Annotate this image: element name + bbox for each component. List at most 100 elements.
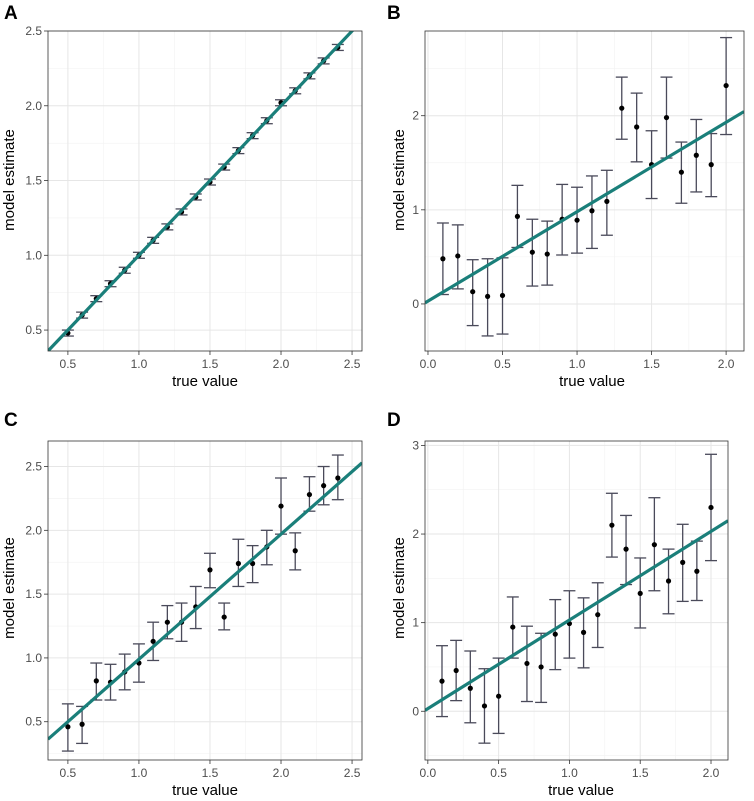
panel-c-y-tick-label: 1.0 bbox=[25, 651, 42, 665]
panel-a-x-tick-label: 1.5 bbox=[202, 357, 219, 371]
panel-d-data-point bbox=[524, 660, 530, 667]
panel-b-x-tick-label: 0.0 bbox=[420, 357, 437, 371]
panel-d-data-point bbox=[665, 578, 672, 584]
panel-d-data-point bbox=[538, 664, 544, 670]
panel-c-data-point bbox=[207, 567, 213, 573]
panel-d-data-point bbox=[481, 703, 488, 709]
panel-b-y-axis-title: model estimate bbox=[391, 129, 408, 231]
panel-a: A 0.5 1.0 1.5 2.0 2.5 0.5 1.0 1.5 2.0 2.5 true va… bbox=[1, 3, 363, 390]
panel-c-y-axis-title: model estimate bbox=[1, 537, 18, 639]
panel-c-y-tick-label: 2.0 bbox=[25, 523, 42, 537]
panel-c-x-axis-title: true value bbox=[172, 782, 238, 799]
panel-c-y-tick-label: 1.5 bbox=[25, 587, 42, 601]
panel-d-data-point bbox=[637, 590, 643, 597]
panel-d-data-point bbox=[580, 629, 587, 636]
panel-c-data-point bbox=[65, 724, 71, 730]
panel-c-x-tick-label: 0.5 bbox=[60, 766, 77, 780]
panel-a-y-tick-label: 0.5 bbox=[25, 323, 42, 337]
panel-a-y-tick-label: 2.0 bbox=[25, 99, 42, 113]
panel-c-x-tick-label: 2.5 bbox=[344, 766, 361, 780]
panel-d-data-point bbox=[694, 568, 700, 574]
panel-d-data-point bbox=[680, 559, 686, 565]
panel-b-data-point bbox=[708, 162, 714, 168]
panel-a-y-axis-title: model estimate bbox=[1, 129, 18, 231]
panel-b-data-point bbox=[678, 169, 684, 175]
panel-d-fit-line bbox=[425, 519, 728, 712]
panel-d-x-tick-label: 2.0 bbox=[703, 766, 720, 780]
panel-a-y-tick-label: 1.5 bbox=[25, 174, 42, 188]
panel-d: D 0.0 0.5 1.0 1.5 2.0 0 1 2 3 true value model e… bbox=[387, 410, 729, 799]
panel-b-data-point bbox=[693, 152, 699, 158]
panel-a-x-axis-title: true value bbox=[172, 373, 238, 390]
panel-d-x-tick-label: 1.0 bbox=[561, 766, 578, 780]
panel-d-y-tick-label: 3 bbox=[412, 438, 419, 452]
panel-c-fit-line bbox=[48, 461, 362, 741]
panel-b-y-tick-label: 0 bbox=[412, 297, 419, 311]
panel-b-x-tick-label: 2.0 bbox=[718, 357, 735, 371]
panel-d-data-point bbox=[708, 504, 714, 511]
panel-c-x-tick-label: 1.5 bbox=[202, 766, 219, 780]
panel-b-data-point bbox=[514, 213, 521, 220]
panel-b-data-point bbox=[723, 82, 729, 89]
panel-d-data-point bbox=[453, 667, 459, 674]
panel-d-y-tick-label: 2 bbox=[412, 527, 419, 541]
panel-b-plot-background bbox=[425, 31, 744, 351]
panel-a-y-tick-label: 1.0 bbox=[25, 248, 42, 262]
panel-b-data-point bbox=[485, 293, 491, 300]
panel-c-data-point bbox=[335, 475, 341, 481]
panel-c-x-tick-label: 1.0 bbox=[131, 766, 148, 780]
panel-b-frame bbox=[424, 30, 745, 352]
panel-c-data-point bbox=[93, 678, 99, 684]
panel-b-data-point bbox=[574, 217, 580, 223]
panel-b-data-point bbox=[529, 249, 535, 255]
panel-c-data-point bbox=[164, 619, 170, 625]
panel-b-data-point bbox=[440, 256, 446, 262]
panel-c-data-point bbox=[306, 491, 313, 498]
panel-c-data-point bbox=[221, 614, 227, 620]
panel-c-data-point bbox=[150, 638, 156, 644]
panel-b-data-point bbox=[544, 251, 550, 257]
panel-b-data-point bbox=[499, 292, 506, 299]
panel-a-letter: A bbox=[4, 3, 18, 24]
panel-b-x-tick-label: 1.5 bbox=[643, 357, 660, 371]
panel-c-data-point bbox=[278, 503, 284, 509]
panel-d-x-tick-label: 0.5 bbox=[490, 766, 507, 780]
panel-c-data-point bbox=[235, 560, 241, 567]
panel-d-y-axis-title: model estimate bbox=[391, 537, 408, 639]
panel-d-frame bbox=[424, 440, 729, 761]
panel-d-plot-background bbox=[425, 441, 728, 760]
panel-d-data-point bbox=[595, 612, 601, 618]
panel-b-x-axis-title: true value bbox=[559, 373, 625, 390]
panel-b-data-point bbox=[455, 253, 461, 259]
panel-d-letter: D bbox=[387, 410, 401, 431]
panel-a-x-tick-label: 2.5 bbox=[344, 357, 361, 371]
panel-d-data-point bbox=[609, 522, 615, 528]
panel-a-y-tick-label: 2.5 bbox=[25, 24, 42, 38]
panel-b-data-point bbox=[470, 289, 476, 295]
panel-a-x-tick-label: 0.5 bbox=[60, 357, 77, 371]
panel-b-x-tick-label: 0.5 bbox=[494, 357, 511, 371]
panel-c-data-point bbox=[79, 721, 85, 727]
panel-d-y-tick-label: 0 bbox=[412, 704, 419, 718]
panel-d-data-point bbox=[552, 631, 558, 637]
panel-b-letter: B bbox=[387, 3, 401, 24]
panel-a-x-tick-label: 1.0 bbox=[131, 357, 148, 371]
panel-a-fit-line bbox=[48, 31, 355, 351]
panel-d-data-point bbox=[467, 685, 473, 691]
panel-c-frame bbox=[47, 440, 363, 761]
panel-b-data-point bbox=[604, 198, 610, 204]
panel-c-x-tick-label: 2.0 bbox=[273, 766, 290, 780]
panel-b-data-point bbox=[589, 208, 595, 214]
panel-c-y-tick-label: 0.5 bbox=[25, 715, 42, 729]
panel-d-x-axis-title: true value bbox=[548, 782, 614, 799]
panel-a-x-tick-label: 2.0 bbox=[273, 357, 290, 371]
panel-d-x-tick-label: 1.5 bbox=[632, 766, 649, 780]
panel-b-data-point bbox=[663, 114, 670, 121]
panel-b-fit-line bbox=[425, 110, 744, 305]
panel-d-x-tick-label: 0.0 bbox=[419, 766, 436, 780]
panel-b-data-point bbox=[634, 124, 640, 130]
panel-c-data-point bbox=[292, 548, 298, 554]
panel-b-y-tick-label: 2 bbox=[412, 109, 419, 123]
panel-c: C 0.5 1.0 1.5 2.0 2.5 0.5 1.0 1.5 2.0 2.5 true va… bbox=[1, 410, 363, 799]
